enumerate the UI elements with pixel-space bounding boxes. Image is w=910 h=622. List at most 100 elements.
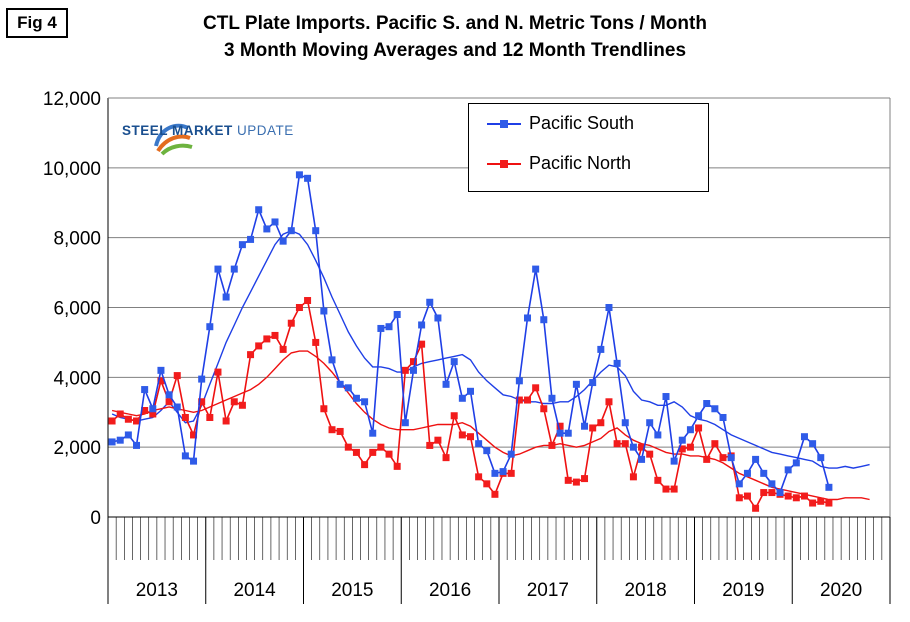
data-point-pacific-north [678, 445, 686, 453]
chart-title-line2: 3 Month Moving Averages and 12 Month Tre… [223, 40, 687, 61]
data-point-pacific-north [149, 410, 157, 418]
figure-label: Fig 4 [6, 8, 68, 38]
data-point-pacific-north [287, 319, 295, 327]
data-point-pacific-south [646, 419, 654, 427]
data-point-pacific-north [743, 492, 751, 500]
data-point-pacific-north [695, 424, 703, 432]
data-point-pacific-north [638, 443, 646, 451]
year-label-2019: 2019 [722, 580, 764, 601]
data-point-pacific-south [768, 480, 776, 488]
data-point-pacific-south [190, 457, 198, 465]
data-point-pacific-north [491, 490, 499, 498]
data-point-pacific-north [817, 497, 825, 505]
data-point-pacific-south [426, 298, 434, 306]
y-tick-label: 12,000 [43, 89, 101, 110]
data-point-pacific-north [133, 417, 141, 425]
data-point-pacific-south [149, 405, 157, 413]
data-point-pacific-south [515, 377, 523, 385]
data-point-pacific-north [173, 372, 181, 380]
data-point-pacific-north [507, 469, 515, 477]
y-tick-label: 2,000 [53, 438, 101, 459]
data-point-pacific-south [654, 431, 662, 439]
data-point-pacific-south [279, 237, 287, 245]
data-point-pacific-south [124, 431, 132, 439]
data-point-pacific-south [271, 218, 279, 226]
data-point-pacific-south [230, 265, 238, 273]
data-point-pacific-north [572, 478, 580, 486]
data-point-pacific-north [524, 396, 532, 404]
data-point-pacific-south [263, 225, 271, 233]
data-point-pacific-north [344, 443, 352, 451]
year-label-2018: 2018 [624, 580, 666, 601]
data-point-pacific-south [581, 422, 589, 430]
data-point-pacific-south [418, 321, 426, 329]
data-point-pacific-south [369, 429, 377, 437]
data-point-pacific-south [784, 466, 792, 474]
data-point-pacific-south [540, 316, 548, 324]
data-point-pacific-south [434, 314, 442, 322]
data-point-pacific-north [483, 480, 491, 488]
data-point-pacific-south [597, 345, 605, 353]
data-point-pacific-north [597, 419, 605, 427]
data-point-pacific-north [385, 450, 393, 458]
data-point-pacific-south [491, 469, 499, 477]
data-point-pacific-south [377, 324, 385, 332]
data-point-pacific-north [279, 345, 287, 353]
data-point-pacific-north [800, 492, 808, 500]
data-point-pacific-south [800, 433, 808, 441]
legend-item-pacific-south: Pacific South [469, 112, 708, 136]
data-point-pacific-south [809, 440, 817, 448]
data-point-pacific-south [743, 469, 751, 477]
data-point-pacific-south [320, 307, 328, 315]
data-point-pacific-south [817, 454, 825, 462]
data-point-pacific-north [247, 351, 255, 359]
data-point-pacific-south [556, 429, 564, 437]
data-point-pacific-south [548, 394, 556, 402]
data-point-pacific-south [352, 394, 360, 402]
data-point-pacific-south [621, 419, 629, 427]
data-point-pacific-north [426, 441, 434, 449]
series-line-pacific-south-trend [111, 229, 870, 469]
data-point-pacific-south [157, 366, 165, 374]
data-point-pacific-south [499, 468, 507, 476]
data-point-pacific-south [613, 359, 621, 367]
data-point-pacific-south [670, 457, 678, 465]
data-point-pacific-south [222, 293, 230, 301]
data-point-pacific-south [719, 413, 727, 421]
data-point-pacific-north [304, 297, 312, 305]
data-point-pacific-north [312, 338, 320, 346]
data-point-pacific-north [165, 398, 173, 406]
data-point-pacific-south [564, 429, 572, 437]
data-point-pacific-south [678, 436, 686, 444]
data-point-pacific-north [735, 494, 743, 502]
data-point-pacific-north [409, 358, 417, 366]
data-point-pacific-north [613, 440, 621, 448]
data-point-pacific-north [328, 426, 336, 434]
data-point-pacific-north [646, 450, 654, 458]
data-point-pacific-south [629, 443, 637, 451]
chart-title: CTL Plate Imports. Pacific S. and N. Met… [95, 10, 815, 64]
year-label-2013: 2013 [136, 580, 178, 601]
steel-market-update-logo: STEEL MARKET UPDATE [122, 118, 312, 158]
data-point-pacific-north [271, 331, 279, 339]
data-point-pacific-south [133, 441, 141, 449]
data-point-pacific-north [393, 462, 401, 470]
data-point-pacific-north [809, 499, 817, 507]
legend-label-south: Pacific South [529, 113, 635, 133]
data-point-pacific-south [401, 419, 409, 427]
year-label-2015: 2015 [331, 580, 373, 601]
data-point-pacific-south [662, 393, 670, 401]
legend-marker-north [500, 160, 508, 168]
data-point-pacific-north [377, 443, 385, 451]
data-point-pacific-south [638, 455, 646, 463]
series-line-pacific-north-trend [111, 350, 870, 501]
data-point-pacific-south [206, 323, 214, 331]
data-point-pacific-south [108, 438, 116, 446]
data-point-pacific-north [670, 485, 678, 493]
data-point-pacific-south [589, 379, 597, 387]
data-point-pacific-south [336, 380, 344, 388]
data-point-pacific-south [695, 412, 703, 420]
data-point-pacific-south [173, 403, 181, 411]
data-point-pacific-south [735, 480, 743, 488]
data-point-pacific-north [752, 504, 760, 512]
